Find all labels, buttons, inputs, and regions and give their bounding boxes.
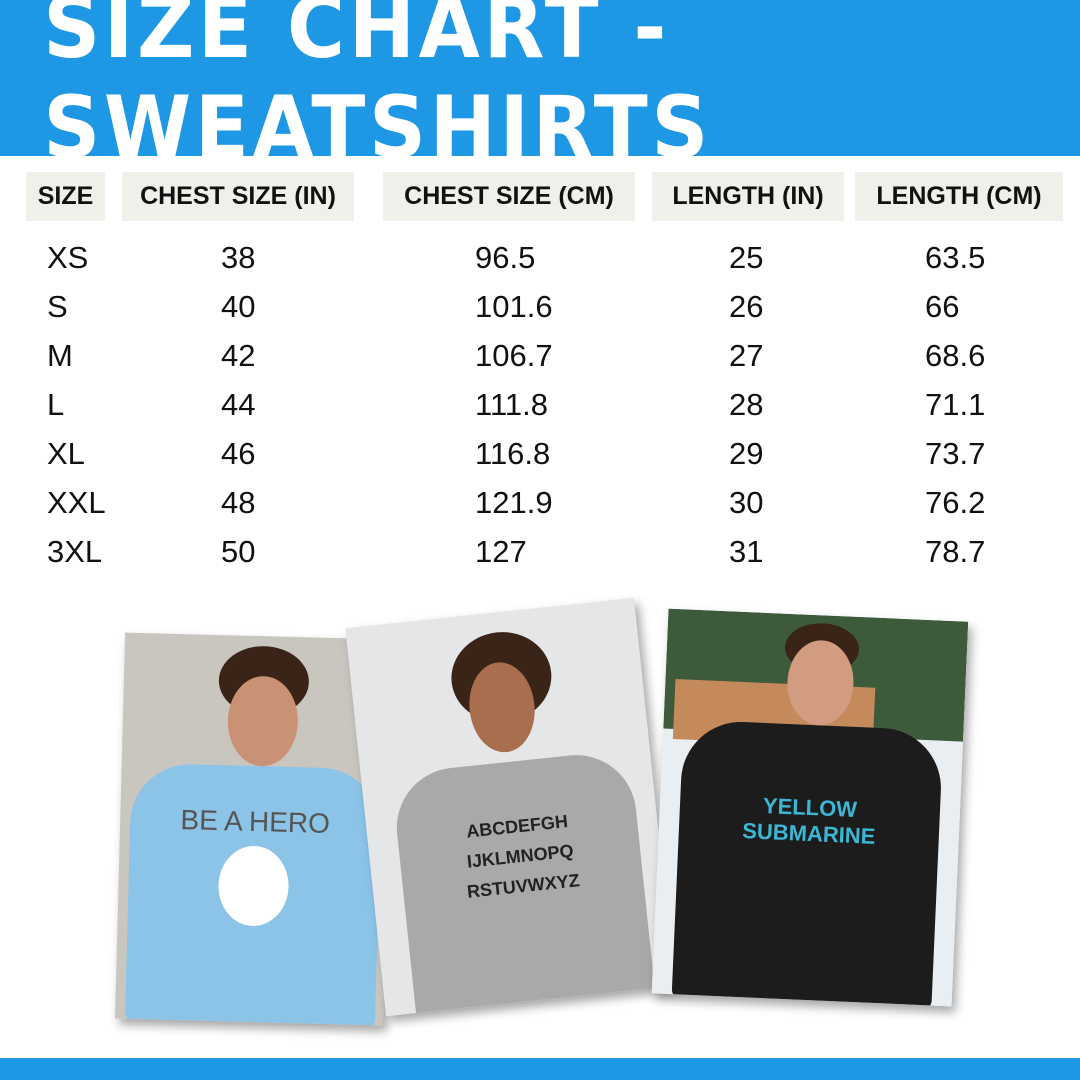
table-cell: 44 <box>221 387 256 422</box>
shirt-print-text: BE A HERO <box>180 804 331 839</box>
table-cell: 78.7 <box>925 534 986 569</box>
table-cell: XS <box>47 240 89 275</box>
table-cell: 30 <box>729 485 764 520</box>
table-cell: 3XL <box>47 534 103 569</box>
photo-yellow-submarine: YELLOW SUBMARINE <box>651 608 969 1007</box>
table-cell: 96.5 <box>475 240 536 275</box>
table-cell: 101.6 <box>475 289 553 324</box>
table-cell: 46 <box>221 436 256 471</box>
table-cell: 38 <box>221 240 256 275</box>
table-cell: 50 <box>221 534 256 569</box>
table-cell: 48 <box>221 485 256 520</box>
title-banner: SIZE CHART - SWEATSHIRTS <box>0 0 1080 178</box>
footer-bar <box>0 1058 1080 1080</box>
column-header: SIZE <box>26 172 105 221</box>
page-title: SIZE CHART - SWEATSHIRTS <box>43 0 713 178</box>
table-cell: 68.6 <box>925 338 986 373</box>
table-cell: 27 <box>729 338 764 373</box>
shirt-print-text: ABCDEFGH IJKLMNOPQ RSTUVWXYZ <box>465 811 581 902</box>
table-cell: M <box>47 338 73 373</box>
table-cell: 127 <box>475 534 527 569</box>
table-cell: 111.8 <box>475 387 548 422</box>
column-header: CHEST SIZE (CM) <box>383 172 635 221</box>
table-cell: 116.8 <box>475 436 551 471</box>
photo-alphabet: ABCDEFGH IJKLMNOPQ RSTUVWXYZ <box>345 597 675 1017</box>
table-cell: 121.9 <box>475 485 553 520</box>
column-header: LENGTH (CM) <box>855 172 1063 221</box>
table-cell: 76.2 <box>925 485 986 520</box>
table-cell: 66 <box>925 289 960 324</box>
table-cell: 106.7 <box>475 338 553 373</box>
table-cell: 25 <box>729 240 764 275</box>
table-cell: 28 <box>729 387 764 422</box>
table-cell: 63.5 <box>925 240 986 275</box>
table-cell: XXL <box>47 485 106 520</box>
table-cell: S <box>47 289 68 324</box>
table-cell: 31 <box>729 534 764 569</box>
table-cell: 40 <box>221 289 256 324</box>
table-cell: 71.1 <box>925 387 986 422</box>
table-cell: 29 <box>729 436 764 471</box>
column-header: CHEST SIZE (IN) <box>122 172 354 221</box>
table-cell: L <box>47 387 65 422</box>
shirt-print-text: YELLOW SUBMARINE <box>741 792 876 849</box>
table-cell: 73.7 <box>925 436 986 471</box>
table-cell: 26 <box>729 289 764 324</box>
table-cell: XL <box>47 436 85 471</box>
table-cell: 42 <box>221 338 256 373</box>
column-header: LENGTH (IN) <box>652 172 844 221</box>
